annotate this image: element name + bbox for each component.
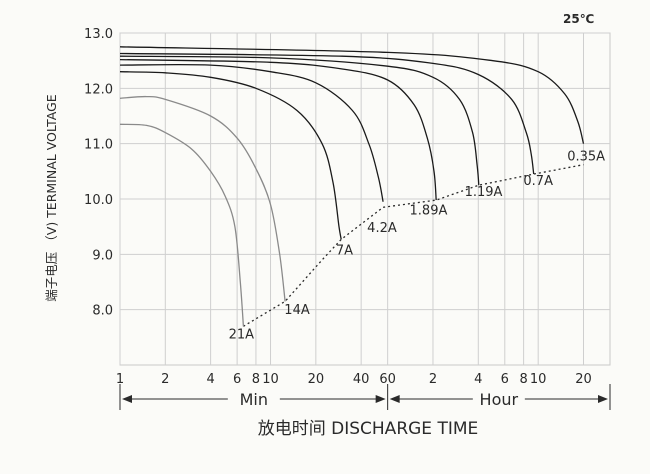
series-label: 4.2A — [367, 221, 397, 236]
x-tick-label: 60 — [379, 372, 396, 387]
range-label-min: Min — [240, 390, 268, 409]
y-tick-label: 9.0 — [92, 248, 113, 263]
x-tick-label: 20 — [308, 372, 325, 387]
y-tick-label: 10.0 — [84, 193, 113, 208]
series-line — [119, 46, 585, 144]
arrow-head-right — [375, 395, 386, 403]
series-line — [119, 95, 286, 302]
series-label: 1.19A — [465, 185, 503, 200]
series-label: 1.89A — [410, 203, 448, 218]
series-line — [119, 52, 535, 175]
x-tick-label: 8 — [252, 372, 260, 387]
arrow-head-left — [122, 395, 132, 403]
arrow-head-left — [389, 395, 400, 403]
series-label: 0.35A — [567, 149, 605, 164]
x-tick-label: 10 — [262, 372, 279, 387]
y-tick-label: 11.0 — [84, 138, 113, 153]
x-tick-label: 2 — [429, 372, 437, 387]
x-tick-label: 6 — [233, 372, 241, 387]
x-tick-label: 4 — [474, 372, 482, 387]
series-label: 21A — [229, 327, 255, 342]
x-tick-label: 1 — [116, 372, 124, 387]
x-tick-label: 4 — [206, 372, 214, 387]
x-tick-label: 10 — [530, 372, 547, 387]
temperature-note: 25℃ — [563, 12, 594, 26]
series-line — [119, 58, 437, 201]
x-axis-label: 放电时间 DISCHARGE TIME — [258, 419, 479, 439]
series-label: 7A — [336, 243, 353, 258]
x-tick-label: 8 — [519, 372, 527, 387]
series-line — [119, 71, 342, 240]
time-range-bar: Min Hour — [119, 384, 611, 410]
y-tick-label: 12.0 — [84, 82, 113, 97]
series-labels: 21A 14A 7A 4.2A 1.89A 1.19A 0.7A 0.35A — [229, 149, 606, 342]
grid — [119, 32, 611, 366]
y-tick-label: 8.0 — [92, 304, 113, 319]
series-lines — [119, 46, 585, 327]
range-label-hour: Hour — [480, 390, 519, 409]
end-voltage-dotted-line — [243, 164, 584, 327]
x-tick-label: 40 — [353, 372, 370, 387]
series-line — [119, 63, 384, 202]
y-axis-label: 端子电压 （V) TERMINAL VOLTAGE — [44, 94, 59, 301]
x-tick-label: 6 — [501, 372, 509, 387]
arrow-head-right — [598, 395, 608, 403]
x-tick-label: 2 — [161, 372, 169, 387]
series-line — [119, 123, 245, 327]
axes: 13.012.011.010.09.08.01 2 4 6 8 10 20 40 60 2 4 6 8 1… — [84, 27, 592, 387]
series-label: 0.7A — [523, 174, 553, 189]
series-label: 14A — [284, 303, 310, 318]
y-tick-label: 13.0 — [84, 27, 113, 42]
x-tick-label: 20 — [575, 372, 592, 387]
series-line — [119, 55, 480, 186]
